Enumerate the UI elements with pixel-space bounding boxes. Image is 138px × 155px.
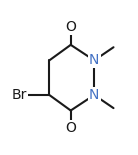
Text: O: O: [65, 20, 76, 34]
Text: N: N: [89, 53, 99, 67]
Text: O: O: [65, 121, 76, 135]
Text: N: N: [89, 88, 99, 102]
Text: Br: Br: [11, 88, 27, 102]
